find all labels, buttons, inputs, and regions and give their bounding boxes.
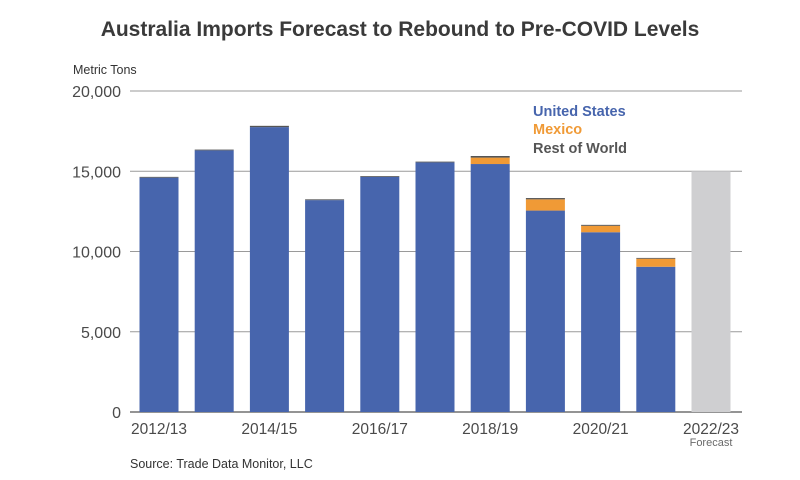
us-bar-segment xyxy=(305,200,345,412)
chart-title: Australia Imports Forecast to Rebound to… xyxy=(100,18,700,41)
us-bar-segment xyxy=(415,162,455,412)
x-tick-label: 2012/13 xyxy=(131,421,187,438)
rest-of-world-bar-segment xyxy=(581,224,621,226)
mexico-bar-segment xyxy=(581,225,621,233)
legend-mexico: Mexico xyxy=(533,122,583,138)
legend-rest-of-world: Rest of World xyxy=(533,141,627,157)
forecast-bar xyxy=(691,171,731,412)
y-tick-label: 20,000 xyxy=(72,84,121,101)
mexico-bar-segment xyxy=(525,199,565,211)
y-tick-label: 5,000 xyxy=(81,325,121,342)
forecast-label: Forecast xyxy=(690,437,733,449)
rest-of-world-bar-segment xyxy=(139,176,179,178)
us-bar-segment xyxy=(249,127,289,413)
mexico-bar-segment xyxy=(636,258,676,267)
y-tick-label: 15,000 xyxy=(72,164,121,181)
y-axis-unit-label: Metric Tons xyxy=(73,63,137,77)
us-bar-segment xyxy=(636,266,676,412)
us-bar-segment xyxy=(360,176,400,412)
us-bar-segment xyxy=(139,177,179,412)
us-bar-segment xyxy=(581,232,621,412)
rest-of-world-bar-segment xyxy=(525,198,565,200)
y-tick-label: 0 xyxy=(112,405,121,422)
x-tick-label: 2016/17 xyxy=(352,421,408,438)
rest-of-world-bar-segment xyxy=(194,149,234,151)
rest-of-world-bar-segment xyxy=(305,199,345,201)
legend-united-states: United States xyxy=(533,104,626,120)
y-tick-label: 10,000 xyxy=(72,245,121,262)
rest-of-world-bar-segment xyxy=(249,125,289,128)
source-note: Source: Trade Data Monitor, LLC xyxy=(130,457,313,471)
x-tick-label: 2020/21 xyxy=(573,421,629,438)
mexico-bar-segment xyxy=(470,157,510,165)
rest-of-world-bar-segment xyxy=(470,156,510,158)
rest-of-world-bar-segment xyxy=(636,257,676,259)
us-bar-segment xyxy=(525,210,565,412)
x-tick-label: 2018/19 xyxy=(462,421,518,438)
x-tick-label: 2014/15 xyxy=(241,421,297,438)
rest-of-world-bar-segment xyxy=(415,161,455,163)
us-bar-segment xyxy=(194,150,234,412)
us-bar-segment xyxy=(470,164,510,412)
rest-of-world-bar-segment xyxy=(360,176,400,177)
x-tick-label: 2022/23 xyxy=(683,421,739,438)
